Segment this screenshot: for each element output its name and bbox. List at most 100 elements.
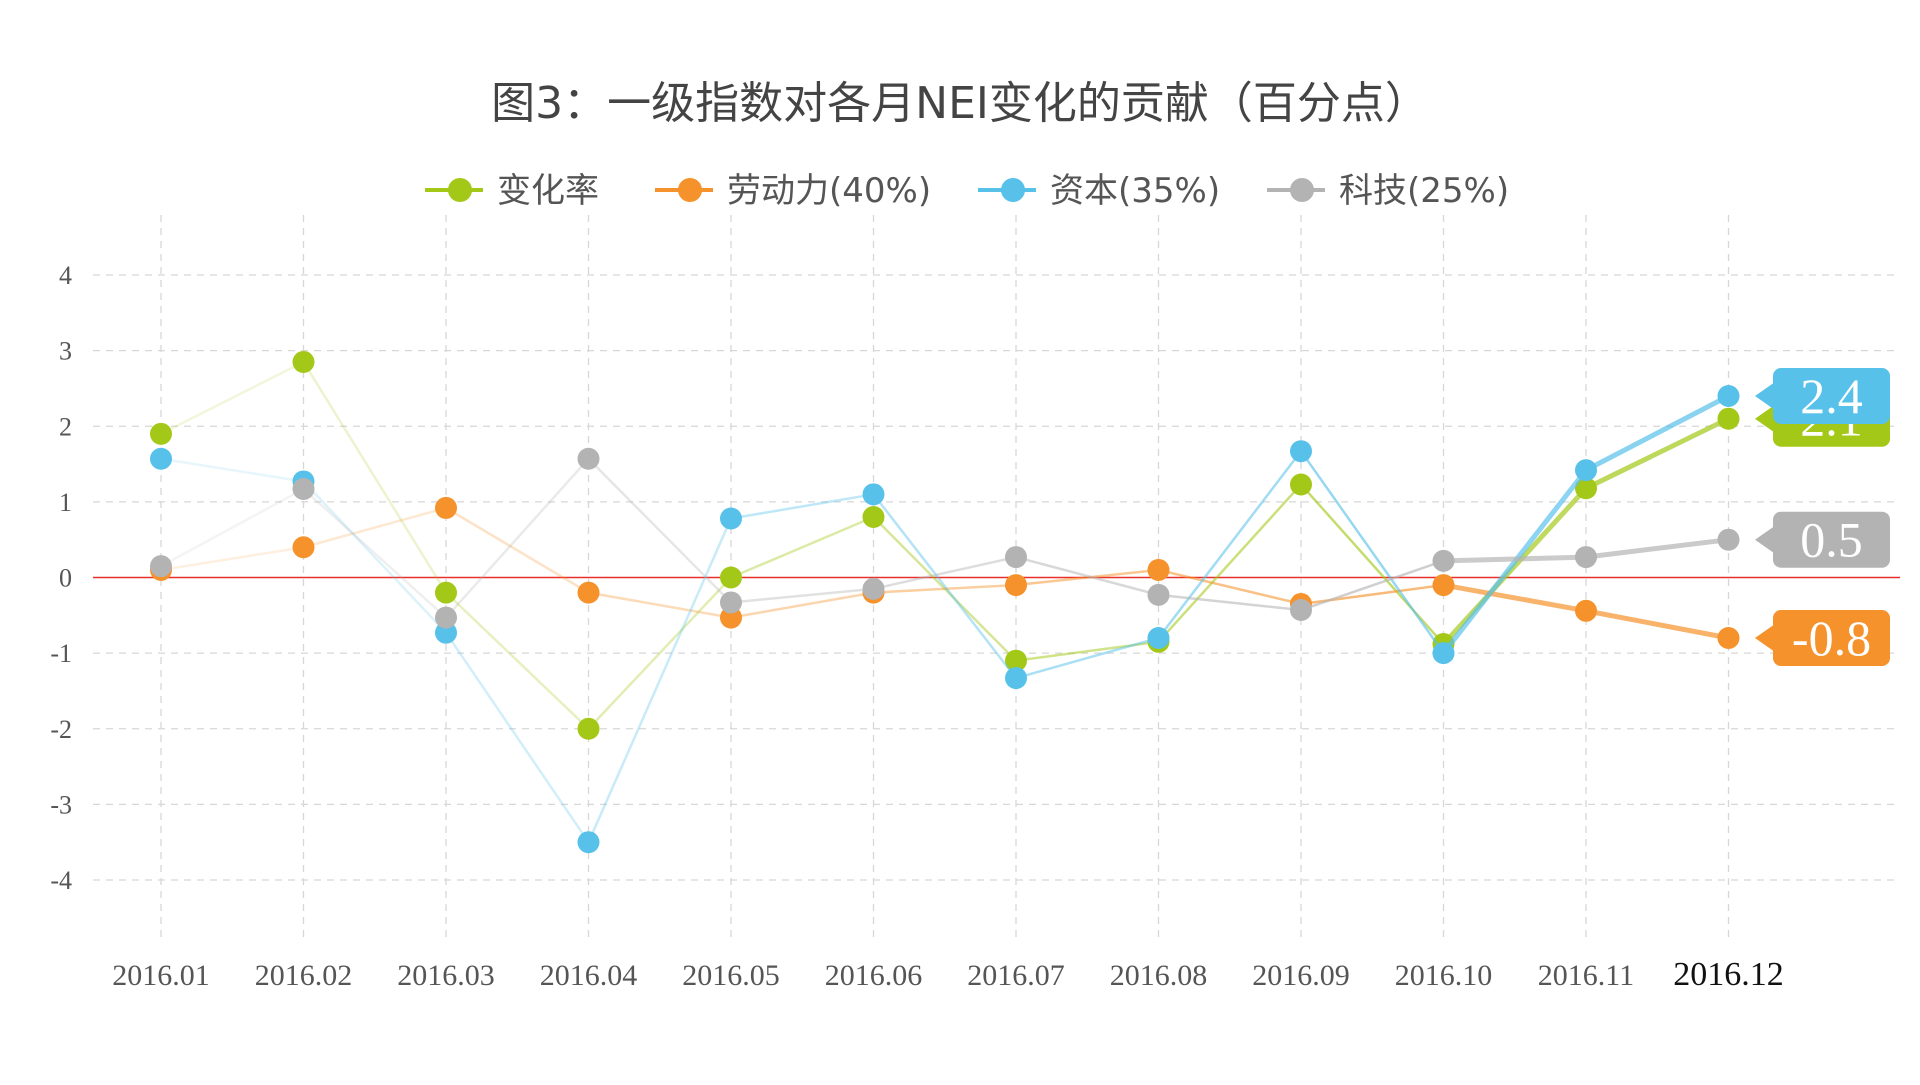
- x-tick-label: 2016.02: [255, 959, 353, 992]
- callout-tag-3: 0.5: [1755, 511, 1890, 568]
- grid: [93, 215, 1900, 940]
- y-tick-label: 0: [59, 564, 72, 593]
- series: [150, 350, 1740, 854]
- series-line-segment: [1299, 583, 1445, 606]
- legend: 变化率 劳动力(40%) 资本(35%) 科技(25%): [425, 171, 1509, 211]
- series-line-segment: [587, 576, 733, 730]
- series-line-segment: [872, 583, 1018, 594]
- series-line-segment: [159, 487, 305, 568]
- series-0: [150, 350, 1740, 740]
- series-line-segment: [729, 587, 875, 604]
- series-line-segment: [444, 457, 590, 619]
- y-tick-label: -4: [50, 866, 72, 895]
- series-line-segment: [444, 591, 590, 730]
- legend-label: 劳动力(40%): [727, 171, 931, 211]
- series-line-segment: [1441, 554, 1589, 564]
- x-tick-label: 2016.12: [1673, 956, 1784, 993]
- series-line-segment: [159, 360, 305, 436]
- series-line-segment: [302, 480, 448, 634]
- y-tick-label: 4: [59, 261, 72, 290]
- series-line-segment: [872, 555, 1018, 591]
- series-line-segment: [302, 360, 448, 594]
- data-point: [150, 447, 172, 470]
- series-line-segment: [1014, 636, 1160, 680]
- series-line-segment: [444, 631, 590, 844]
- series-line-segment: [1157, 449, 1303, 640]
- x-tick-label: 2016.09: [1252, 959, 1350, 992]
- x-tick-label: 2016.11: [1538, 959, 1634, 992]
- callout-box: [1773, 511, 1890, 568]
- x-tick-label: 2016.05: [682, 959, 780, 992]
- data-point: [1717, 385, 1740, 407]
- callouts: 2.1-0.82.40.5: [1755, 368, 1890, 666]
- data-point: [1575, 546, 1597, 569]
- data-point: [862, 483, 885, 506]
- legend-item-1: 劳动力(40%): [655, 171, 931, 211]
- data-point: [720, 606, 742, 629]
- callout-pointer: [1755, 624, 1775, 652]
- data-point: [1290, 473, 1312, 496]
- data-point: [720, 591, 742, 614]
- y-tick-label: -2: [50, 715, 72, 744]
- y-tick-label: 3: [59, 337, 72, 366]
- data-point: [1575, 599, 1597, 622]
- legend-marker: [1001, 178, 1025, 202]
- data-point: [1290, 599, 1312, 622]
- callout-pointer: [1755, 525, 1775, 554]
- data-point: [1005, 649, 1027, 672]
- chart-title: 图3：一级指数对各月NEI变化的贡献（百分点）: [491, 78, 1429, 129]
- legend-marker: [1290, 178, 1314, 202]
- legend-label: 科技(25%): [1339, 171, 1509, 211]
- legend-marker: [448, 178, 472, 202]
- data-point: [435, 621, 457, 644]
- data-point: [435, 496, 457, 519]
- data-point: [1147, 627, 1170, 649]
- series-line-segment: [1583, 393, 1731, 473]
- y-tick-label: 2: [59, 412, 72, 441]
- data-point: [1432, 549, 1455, 572]
- data-point: [577, 581, 600, 604]
- legend-item-2: 资本(35%): [978, 171, 1220, 211]
- series-3: [150, 447, 1740, 629]
- callout-value: -0.8: [1792, 610, 1871, 666]
- data-point: [1575, 477, 1597, 500]
- data-point: [1005, 574, 1027, 597]
- series-line-segment: [587, 591, 733, 619]
- data-point: [1717, 528, 1740, 551]
- data-point: [720, 507, 742, 530]
- data-point: [150, 555, 172, 578]
- data-point: [435, 606, 457, 629]
- data-point: [577, 447, 600, 470]
- data-point: [435, 581, 457, 604]
- series-line-segment: [729, 493, 875, 520]
- callout-pointer: [1755, 404, 1775, 433]
- series-line-segment: [159, 457, 305, 483]
- legend-label: 资本(35%): [1050, 171, 1220, 211]
- series-line-segment: [1441, 467, 1589, 656]
- x-tick-label: 2016.06: [825, 959, 923, 992]
- x-tick-label: 2016.07: [967, 959, 1065, 992]
- data-point: [292, 536, 315, 559]
- callout-value: 0.5: [1800, 512, 1863, 568]
- callout-tag-2: 2.4: [1755, 368, 1890, 424]
- series-line-segment: [1157, 593, 1303, 612]
- x-tick-label: 2016.01: [112, 959, 210, 992]
- callout-box: [1773, 610, 1890, 666]
- data-point: [1147, 583, 1170, 606]
- legend-item-0: 变化率: [425, 171, 599, 211]
- y-tick-label: 1: [59, 488, 72, 517]
- data-point: [720, 566, 742, 589]
- series-line-segment: [587, 457, 733, 604]
- callout-pointer: [1755, 382, 1775, 410]
- data-point: [292, 478, 315, 501]
- data-point: [1005, 546, 1027, 569]
- series-line-segment: [729, 515, 875, 579]
- x-tick-label: 2016.08: [1110, 959, 1208, 992]
- series-line-segment: [729, 591, 875, 619]
- series-line-segment: [1441, 485, 1589, 647]
- data-point: [1147, 558, 1170, 581]
- legend-marker: [678, 178, 702, 202]
- series-line-segment: [302, 487, 448, 619]
